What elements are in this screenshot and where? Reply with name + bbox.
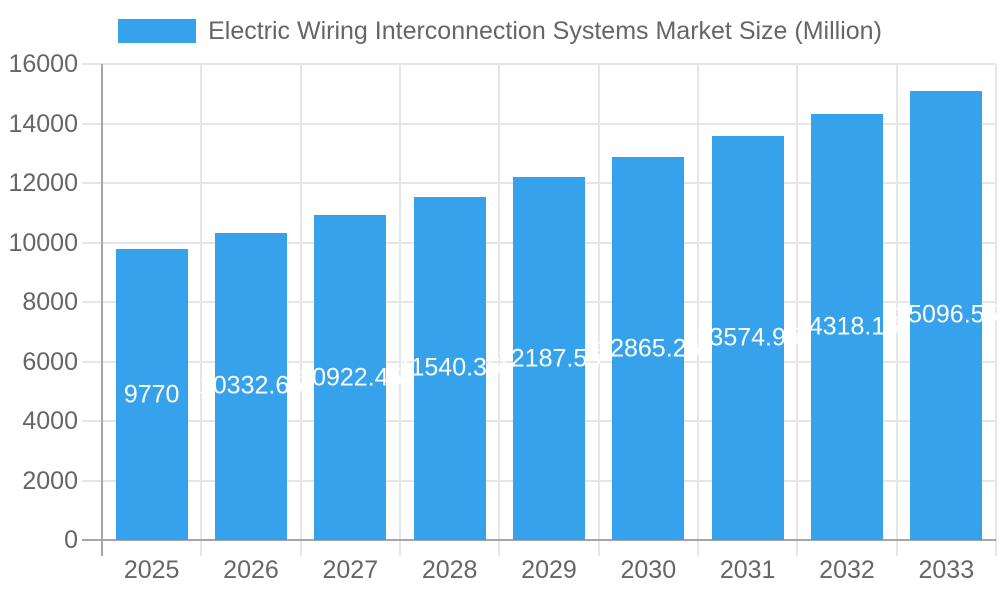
x-gridline	[399, 64, 401, 540]
x-axis-tick-label: 2026	[223, 556, 279, 584]
bar-2027[interactable]	[314, 215, 387, 540]
y-axis-tick-label: 10000	[8, 228, 78, 257]
y-gridline	[102, 122, 996, 125]
x-axis-tick	[399, 540, 401, 556]
x-axis-tick-label: 2033	[918, 556, 975, 584]
y-axis-tick	[82, 420, 102, 422]
legend: Electric Wiring Interconnection Systems …	[0, 17, 1000, 45]
x-axis-tick-label: 2032	[819, 556, 875, 584]
x-gridline	[796, 64, 799, 540]
x-axis-tick-label: 2031	[719, 556, 776, 584]
y-axis-tick-label: 16000	[8, 50, 78, 78]
x-gridline	[200, 64, 203, 540]
bar-value-label: 14318.15	[794, 312, 900, 341]
y-axis-tick	[82, 479, 102, 482]
x-axis-tick	[697, 540, 699, 556]
x-axis-tick	[200, 540, 203, 556]
x-gridline	[895, 64, 898, 540]
legend-label[interactable]: Electric Wiring Interconnection Systems …	[208, 16, 882, 45]
x-gridline	[597, 64, 600, 540]
bar-value-label: 15096.55	[894, 300, 999, 329]
x-axis-tick-label: 2025	[123, 556, 180, 584]
y-axis-tick-label: 2000	[22, 466, 78, 495]
x-axis-tick	[597, 540, 600, 556]
legend-swatch[interactable]	[118, 19, 197, 43]
y-axis-tick	[82, 360, 102, 363]
y-axis-tick-label: 0	[64, 526, 78, 554]
x-gridline	[697, 64, 699, 540]
bar-2031[interactable]	[711, 136, 784, 540]
y-axis-tick	[82, 301, 102, 303]
x-gridline	[498, 64, 501, 540]
x-gridline	[995, 64, 997, 540]
bar-value-label: 11540.35	[398, 353, 501, 382]
y-axis-tick	[82, 63, 102, 65]
x-axis-tick-label: 2029	[521, 556, 577, 584]
bar-2030[interactable]	[612, 157, 685, 540]
bar-value-label: 10332.65	[198, 371, 304, 400]
x-axis-tick	[895, 540, 898, 556]
bar-2026[interactable]	[215, 232, 287, 540]
x-axis-tick	[498, 540, 501, 556]
x-axis-tick-label: 2030	[620, 556, 677, 584]
bar-2029[interactable]	[513, 177, 585, 540]
bar-value-label: 10922.45	[298, 363, 403, 392]
y-axis-line	[101, 64, 103, 556]
bar-value-label: 12865.25	[596, 334, 701, 363]
bar-2032[interactable]	[811, 114, 883, 540]
bar-2033[interactable]	[910, 90, 983, 540]
x-gridline	[299, 64, 302, 540]
y-axis-tick-label: 14000	[8, 109, 78, 138]
bar-value-label: 9770	[123, 380, 180, 409]
x-axis-tick	[796, 540, 799, 556]
x-axis-tick	[299, 540, 302, 556]
y-gridline	[102, 63, 996, 65]
y-axis-tick	[82, 182, 102, 184]
bar-2025[interactable]	[115, 249, 188, 540]
y-axis-tick-label: 6000	[22, 347, 78, 376]
x-axis-tick-label: 2027	[322, 556, 379, 584]
y-axis-tick	[82, 241, 102, 244]
y-axis-tick-label: 4000	[22, 407, 78, 435]
x-axis-tick	[995, 540, 997, 556]
bar-value-label: 12187.55	[496, 344, 602, 373]
y-axis-tick	[82, 122, 102, 125]
y-axis-tick-label: 8000	[22, 288, 78, 316]
bar-2028[interactable]	[413, 196, 486, 540]
x-axis-tick-label: 2028	[421, 556, 478, 584]
bar-value-label: 13574.95	[695, 323, 800, 352]
x-axis-line	[82, 539, 996, 541]
y-axis-tick-label: 12000	[8, 169, 78, 197]
